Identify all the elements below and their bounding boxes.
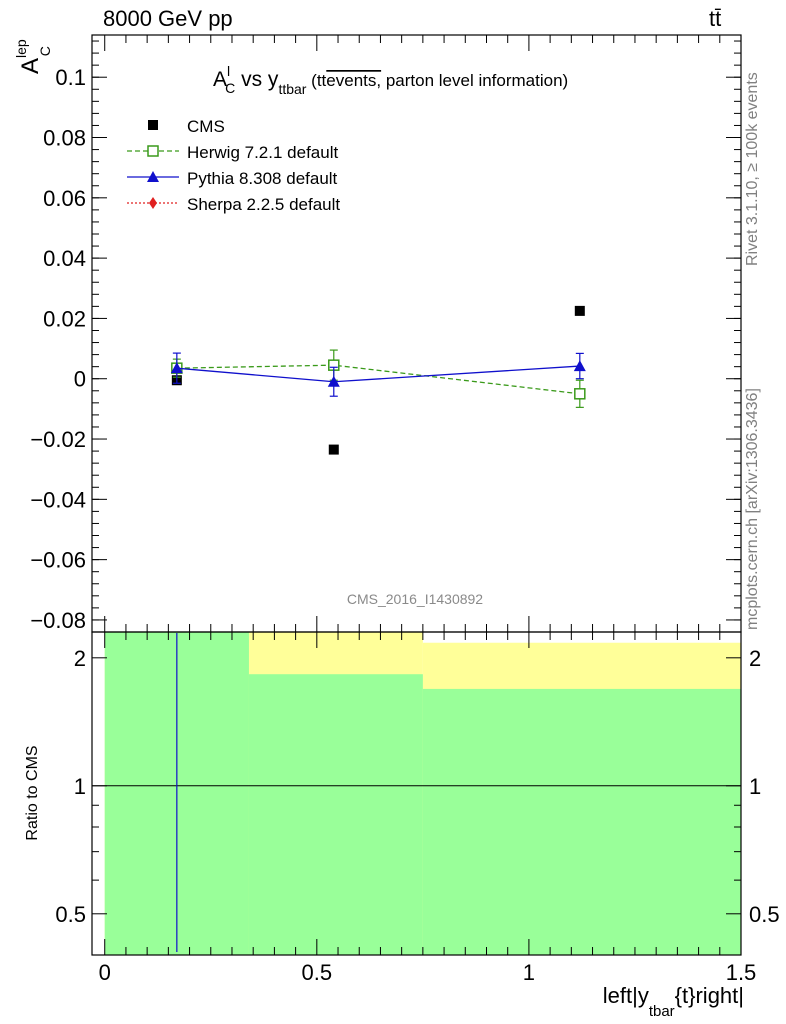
x-tick-label: 0 bbox=[99, 960, 111, 985]
y-tick-label: −0.08 bbox=[30, 608, 86, 633]
ratio-y-tick-label-right: 0.5 bbox=[749, 902, 780, 927]
cms-marker bbox=[574, 305, 585, 316]
y-axis-label: Alep C bbox=[13, 39, 53, 74]
x-tick-label: 1 bbox=[523, 960, 535, 985]
chart-title: Al C vs yttbar (ttevents, parton level in… bbox=[213, 63, 568, 97]
ratio-y-tick-label-right: 2 bbox=[749, 646, 761, 671]
ratio-y-tick-label-right: 1 bbox=[749, 774, 761, 799]
ratio-y-axis-label: Ratio to CMS bbox=[24, 745, 41, 840]
herwig-marker bbox=[574, 388, 586, 400]
y-tick-label: 0.08 bbox=[43, 126, 86, 151]
y-tick-label: 0.02 bbox=[43, 306, 86, 331]
y-tick-label: 0.04 bbox=[43, 246, 86, 271]
pythia-marker bbox=[573, 360, 586, 372]
ratio-y-tick-label: 1 bbox=[74, 774, 86, 799]
legend-herwig-label: Herwig 7.2.1 default bbox=[187, 143, 338, 162]
ratio-y-tick-label: 2 bbox=[74, 646, 86, 671]
legend-cms-label: CMS bbox=[187, 117, 225, 136]
y-tick-label: 0.1 bbox=[55, 65, 86, 90]
x-axis-label: left|ytbar{t}right| bbox=[603, 983, 744, 1020]
pythia-marker bbox=[327, 375, 340, 387]
band-green-bin bbox=[248, 674, 423, 955]
rivet-version-label: Rivet 3.1.10, ≥ 100k events bbox=[744, 72, 761, 266]
ratio-panel-frame bbox=[91, 631, 742, 956]
analysis-watermark: CMS_2016_I1430892 bbox=[347, 591, 483, 607]
band-green-bin bbox=[422, 688, 741, 955]
pythia-line bbox=[176, 365, 580, 383]
x-tick-label: 1.5 bbox=[726, 960, 757, 985]
ratio-y-tick-label: 0.5 bbox=[55, 902, 86, 927]
process-label: tt̄ bbox=[709, 6, 722, 31]
y-tick-label: −0.02 bbox=[30, 427, 86, 452]
energy-label: 8000 GeV pp bbox=[103, 6, 233, 31]
pythia-marker bbox=[170, 362, 183, 374]
legend-pythia-marker bbox=[147, 171, 159, 182]
y-tick-label: 0.06 bbox=[43, 186, 86, 211]
y-tick-label: 0 bbox=[74, 367, 86, 392]
y-tick-label: −0.06 bbox=[30, 548, 86, 573]
legend-sherpa-marker bbox=[149, 197, 157, 209]
y-tick-label: −0.04 bbox=[30, 487, 86, 512]
x-tick-label: 0.5 bbox=[302, 960, 333, 985]
mcplots-credit-label: mcplots.cern.ch [arXiv:1306.3436] bbox=[744, 388, 761, 630]
legend-pythia-label: Pythia 8.308 default bbox=[187, 169, 338, 188]
legend-cms-marker bbox=[148, 120, 158, 130]
legend-sherpa-label: Sherpa 2.2.5 default bbox=[187, 195, 340, 214]
cms-marker bbox=[328, 444, 339, 455]
legend-herwig-marker bbox=[147, 145, 159, 157]
